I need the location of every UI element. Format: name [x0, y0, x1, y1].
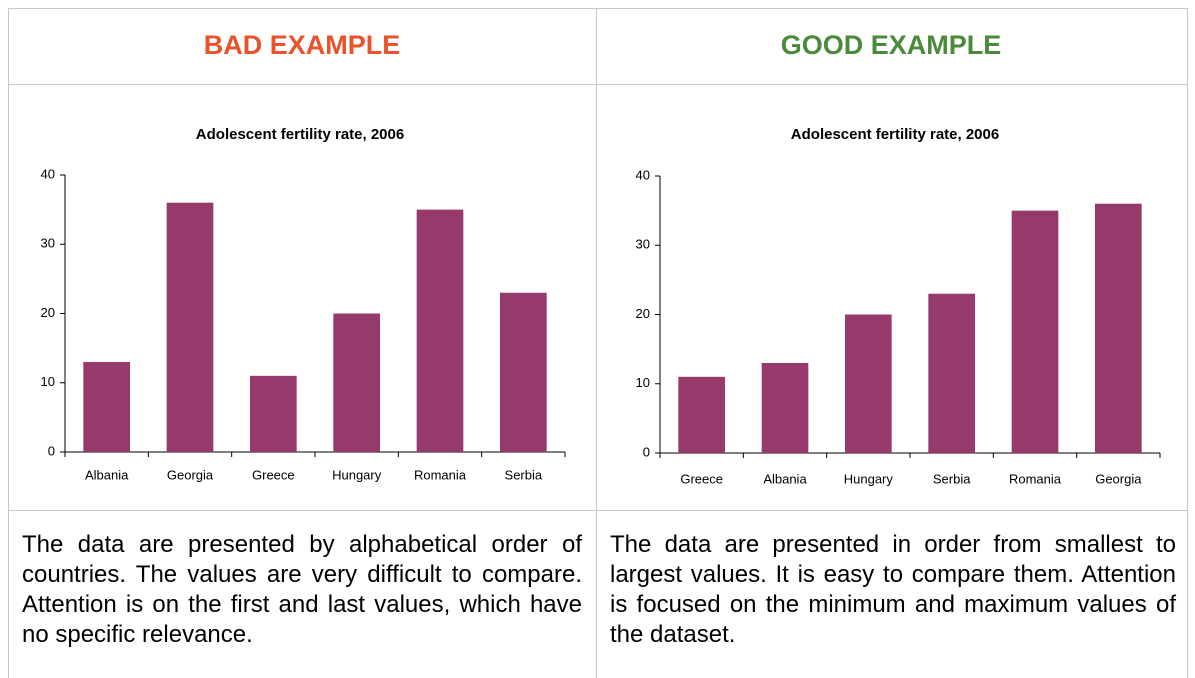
y-tick-label: 30: [636, 237, 650, 252]
table-border: [8, 8, 9, 678]
good-header: GOOD EXAMPLE: [780, 30, 1002, 60]
bar: [250, 375, 297, 452]
y-tick-label: 10: [41, 374, 55, 389]
bar: [1011, 210, 1059, 453]
bar: [500, 292, 547, 452]
x-tick-label: Albania: [85, 467, 129, 482]
y-tick-label: 0: [48, 443, 55, 458]
x-tick-label: Hungary: [332, 467, 382, 482]
table-border: [8, 510, 1188, 511]
x-tick-label: Georgia: [167, 467, 214, 482]
table-border: [1187, 8, 1188, 678]
x-tick-label: Serbia: [505, 467, 543, 482]
x-tick-label: Hungary: [844, 471, 894, 486]
chart-title: Adolescent fertility rate, 2006: [196, 126, 404, 143]
bar: [166, 202, 214, 452]
chart-title: Adolescent fertility rate, 2006: [791, 126, 999, 143]
x-tick-label: Georgia: [1095, 471, 1142, 486]
x-tick-label: Greece: [680, 471, 723, 486]
bad-header: BAD EXAMPLE: [203, 30, 401, 60]
bar: [845, 314, 892, 453]
y-tick-label: 40: [41, 166, 55, 181]
y-tick-label: 30: [41, 236, 55, 251]
caption: The data are presented in order from sma…: [610, 531, 1176, 648]
y-tick-label: 20: [41, 305, 55, 320]
x-tick-label: Romania: [414, 467, 467, 482]
y-tick-label: 0: [643, 444, 650, 459]
x-tick-label: Albania: [763, 471, 807, 486]
x-tick-label: Serbia: [933, 471, 971, 486]
bar: [928, 293, 975, 453]
x-tick-label: Romania: [1009, 471, 1062, 486]
bar: [83, 361, 130, 452]
y-tick-label: 10: [636, 375, 650, 390]
caption: The data are presented by alphabetical o…: [22, 531, 582, 648]
bar: [761, 362, 809, 453]
x-tick-label: Greece: [252, 467, 295, 482]
y-tick-label: 40: [636, 167, 650, 182]
bar: [416, 209, 464, 452]
bar: [1095, 203, 1142, 453]
bar: [333, 313, 380, 452]
table-border: [8, 84, 1188, 85]
bar: [678, 376, 725, 453]
table-border: [596, 8, 597, 678]
y-tick-label: 20: [636, 306, 650, 321]
table-border: [8, 8, 1188, 9]
